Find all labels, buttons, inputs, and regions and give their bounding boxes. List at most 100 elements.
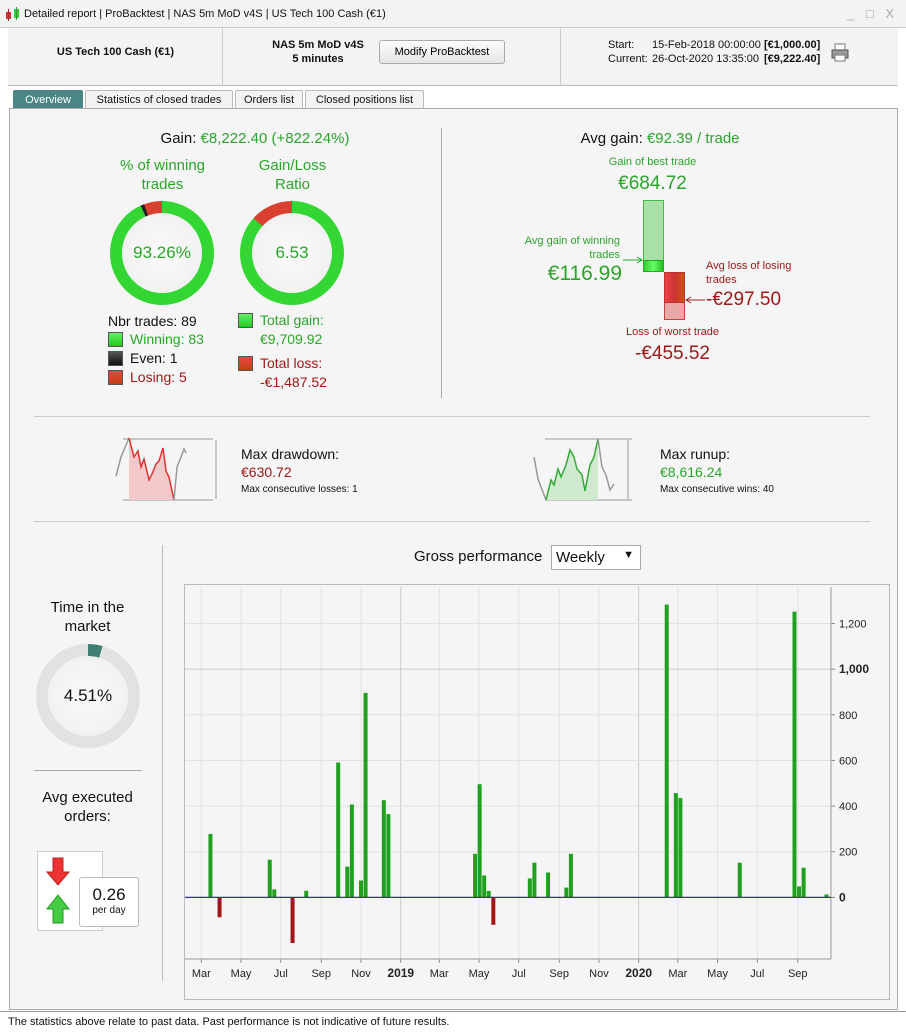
x-tick-label: Mar (668, 968, 687, 980)
bar (349, 804, 354, 898)
bar (363, 692, 368, 898)
ratio-value: 6.53 (252, 213, 332, 293)
tab-closed-positions-list[interactable]: Closed positions list (305, 90, 424, 109)
x-tick-label: Jul (512, 968, 526, 980)
bar (664, 604, 669, 898)
tab-statistics-closed-trades[interactable]: Statistics of closed trades (85, 90, 233, 109)
total-loss-swatch (238, 356, 253, 371)
bar (673, 793, 678, 898)
avg-gain-value: €92.39 / trade (646, 130, 740, 147)
executed-orders-value: 0.26 (92, 885, 126, 904)
avg-loss-label: Avg loss of losing trades (706, 260, 792, 286)
avg-win-label: Avg gain of winning trades (524, 235, 620, 261)
best-trade-label: Gain of best trade (608, 156, 697, 168)
max-drawdown-value: €630.72 (241, 464, 292, 480)
tab-overview[interactable]: Overview (13, 90, 83, 109)
time-in-market-donut: 4.51% (36, 644, 140, 748)
start-value: [€1,000.00] (764, 39, 821, 51)
buy-arrow-icon (45, 894, 71, 924)
gain-value: €8,222.40 (+822.24%) (200, 130, 350, 147)
y-tick-label: 800 (839, 710, 857, 722)
bar (482, 875, 487, 898)
losing-swatch (108, 370, 123, 385)
bar (737, 862, 742, 898)
bar (477, 784, 482, 898)
instrument-name: US Tech 100 Cash (€1) (56, 46, 175, 58)
arrow-left-icon (685, 296, 705, 304)
bar (801, 867, 806, 898)
time-in-market-value: 4.51% (48, 656, 128, 736)
tab-orders-list[interactable]: Orders list (235, 90, 303, 109)
start-date: 15-Feb-2018 00:00:00 (652, 39, 761, 51)
max-runup-value: €8,616.24 (660, 464, 723, 480)
disclaimer: The statistics above relate to past data… (0, 1011, 906, 1033)
x-tick-label: 2020 (625, 966, 652, 980)
instrument-section: US Tech 100 Cash (€1) (8, 28, 223, 86)
gain-summary: Gain: €8,222.40 (+822.24%) (90, 130, 420, 147)
print-icon[interactable] (830, 43, 850, 63)
gain-label: Gain: (160, 130, 197, 147)
total-loss-label: Total loss: (260, 355, 323, 371)
x-tick-label: 2019 (387, 966, 414, 980)
x-tick-label: Jul (750, 968, 764, 980)
bar (564, 887, 569, 898)
avg-win-value: €116.99 (547, 262, 622, 285)
bar (304, 890, 309, 898)
avg-win-bar (643, 260, 664, 272)
start-label: Start: (608, 39, 635, 51)
period-select[interactable]: Weekly ▼ (551, 545, 641, 570)
title-bar: Detailed report | ProBacktest | NAS 5m M… (0, 0, 906, 28)
current-label: Current: (608, 53, 648, 65)
window-controls[interactable]: _ □ X (847, 6, 898, 21)
bar (381, 800, 386, 898)
max-consecutive-wins: Max consecutive wins: 40 (660, 484, 774, 495)
period-select-value: Weekly (556, 549, 605, 566)
bar (217, 897, 222, 918)
bar (486, 890, 491, 898)
max-runup-label: Max runup: (660, 446, 731, 462)
y-tick-label: 400 (839, 801, 857, 813)
y-tick-label: 1,200 (839, 619, 867, 631)
divider (34, 770, 142, 771)
x-tick-label: May (231, 968, 252, 980)
sell-arrow-icon (45, 857, 71, 924)
even-swatch (108, 351, 123, 366)
modify-probacktest-button[interactable]: Modify ProBacktest (379, 40, 505, 64)
y-tick-label: 600 (839, 755, 857, 767)
bar (546, 872, 551, 898)
window-title: Detailed report | ProBacktest | NAS 5m M… (24, 8, 386, 20)
losing-count: Losing: 5 (130, 369, 187, 385)
y-tick-label: 0 (839, 890, 846, 904)
bar (792, 611, 797, 898)
x-tick-label: Nov (351, 968, 371, 980)
bar (336, 762, 341, 898)
divider (34, 416, 870, 417)
worst-trade-value: -€455.52 (634, 343, 710, 364)
winning-count: Winning: 83 (130, 331, 204, 347)
total-loss-value: -€1,487.52 (260, 374, 327, 390)
x-tick-label: Sep (549, 968, 569, 980)
bar (532, 862, 537, 898)
total-gain-swatch (238, 313, 253, 328)
executed-orders-title: Avg executed orders: (42, 789, 133, 825)
bar (359, 880, 364, 898)
strategy-name: NAS 5m MoD v4S (272, 39, 364, 51)
worst-trade-label: Loss of worst trade (626, 326, 719, 338)
divider (441, 128, 442, 398)
x-tick-label: May (469, 968, 490, 980)
bar (272, 889, 277, 898)
current-value: [€9,222.40] (764, 53, 821, 65)
timeframe: 5 minutes (292, 53, 344, 65)
bar (824, 894, 829, 898)
bar (267, 859, 272, 898)
arrow-right-icon (623, 256, 643, 264)
total-gain-label: Total gain: (260, 312, 324, 328)
performance-title: Gross performance (414, 548, 543, 565)
x-tick-label: Mar (430, 968, 449, 980)
runup-sparkline (533, 438, 632, 501)
x-tick-label: Nov (589, 968, 609, 980)
x-tick-label: Mar (192, 968, 211, 980)
bar (568, 853, 573, 898)
bar (208, 833, 213, 898)
bar (386, 814, 391, 898)
